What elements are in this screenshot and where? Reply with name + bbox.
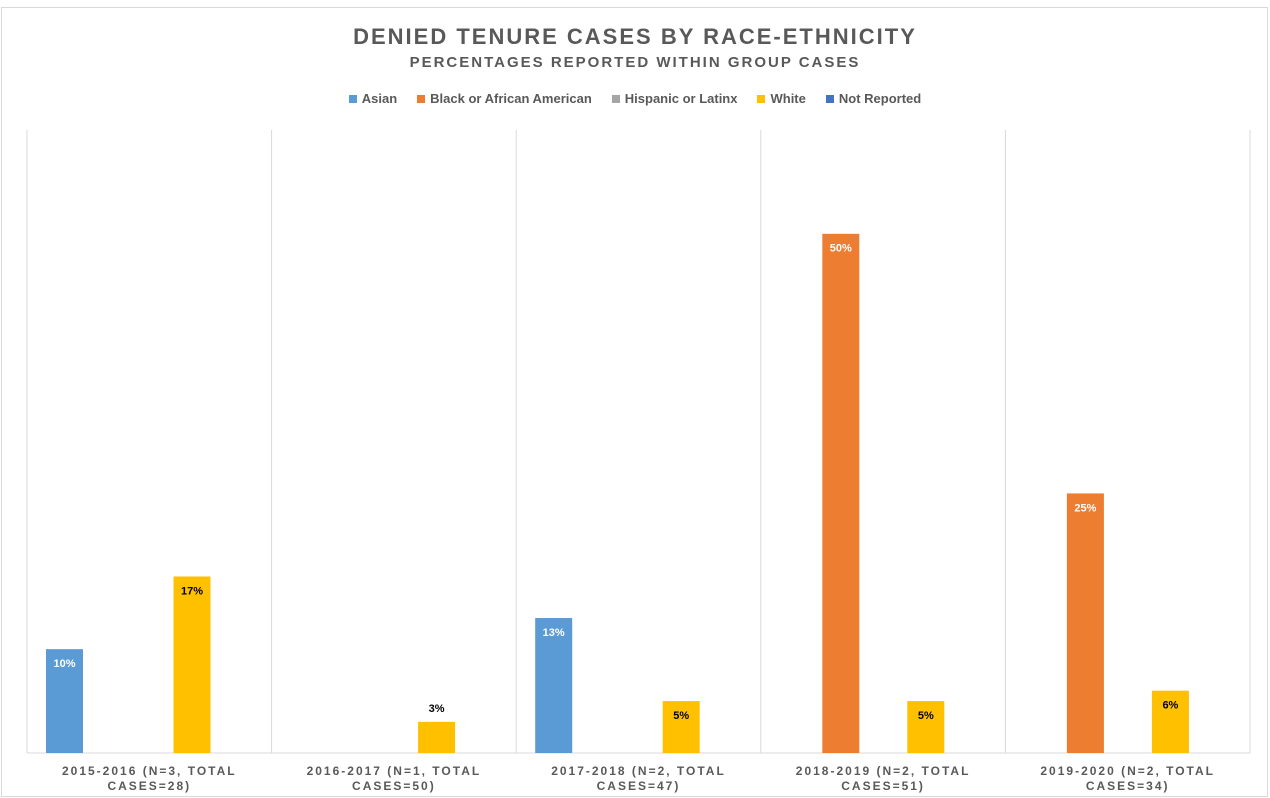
legend: Asian Black or African American Hispanic o… xyxy=(0,91,1270,106)
data-label: 3% xyxy=(429,703,445,715)
legend-label: Black or African American xyxy=(430,91,592,106)
data-label: 25% xyxy=(1074,502,1096,514)
x-tick-label: 2018-2019 (N=2, TOTAL CASES=51) xyxy=(795,764,971,793)
x-tick-label: 2015-2016 (N=3, TOTAL CASES=28) xyxy=(61,764,237,793)
legend-item: Black or African American xyxy=(417,91,592,106)
legend-item: Asian xyxy=(348,91,398,106)
bar xyxy=(535,618,573,753)
legend-item: White xyxy=(757,91,806,106)
legend-label: Asian xyxy=(361,91,398,106)
x-tick-label: 2019-2020 (N=2, TOTAL CASES=34) xyxy=(1040,764,1215,793)
legend-label: Hispanic or Latinx xyxy=(624,91,738,106)
data-label: 50% xyxy=(830,243,852,255)
bar xyxy=(662,701,700,753)
bar xyxy=(822,233,860,754)
bar xyxy=(418,721,456,753)
data-label: 5% xyxy=(918,710,934,722)
legend-swatch xyxy=(611,94,620,103)
legend-swatch xyxy=(825,94,834,103)
data-label: 13% xyxy=(543,627,565,639)
data-label: 10% xyxy=(53,658,75,670)
legend-label: Not Reported xyxy=(838,91,922,106)
x-tick-label: 2017-2018 (N=2, TOTAL CASES=47) xyxy=(551,764,726,793)
data-label: 5% xyxy=(673,710,689,722)
bar xyxy=(46,649,83,753)
legend-item: Hispanic or Latinx xyxy=(611,91,738,106)
chart-subtitle: PERCENTAGES REPORTED WITHIN GROUP CASES xyxy=(409,54,861,71)
data-label: 17% xyxy=(181,585,203,597)
bar xyxy=(1066,493,1104,753)
data-label: 6% xyxy=(1162,700,1178,712)
chart-title: DENIED TENURE CASES BY RACE-ETHNICITY xyxy=(353,24,917,49)
x-tick-label: 2016-2017 (N=1, TOTAL CASES=50) xyxy=(306,764,482,793)
bar xyxy=(173,576,211,753)
legend-item: Not Reported xyxy=(825,91,922,106)
bar xyxy=(907,701,945,753)
legend-swatch xyxy=(417,94,426,103)
legend-swatch xyxy=(348,94,357,103)
legend-label: White xyxy=(770,91,806,106)
border xyxy=(1,7,1268,797)
legend-swatch xyxy=(757,94,766,103)
bar xyxy=(1151,690,1189,753)
